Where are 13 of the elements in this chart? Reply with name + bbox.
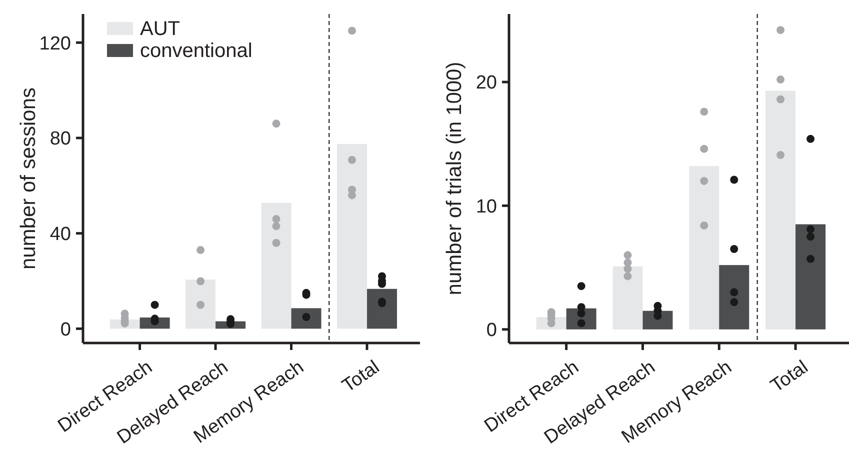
legend-label: conventional [140, 40, 252, 62]
y-tick-label: 120 [39, 33, 71, 54]
y-tick-label: 80 [50, 128, 71, 150]
legend-label: AUT [140, 18, 180, 40]
y-tick-label: 0 [486, 320, 497, 342]
x-tick-label: Total [338, 356, 384, 398]
x-tick-label: Total [767, 356, 812, 398]
y-axis-title: number of sessions [17, 87, 40, 270]
y-axis-title: number of trials (in 1000) [443, 62, 466, 296]
y-tick-label: 20 [476, 72, 497, 94]
y-tick-label: 0 [60, 319, 71, 340]
y-tick-label: 10 [476, 196, 497, 218]
y-tick-label: 40 [50, 224, 71, 245]
